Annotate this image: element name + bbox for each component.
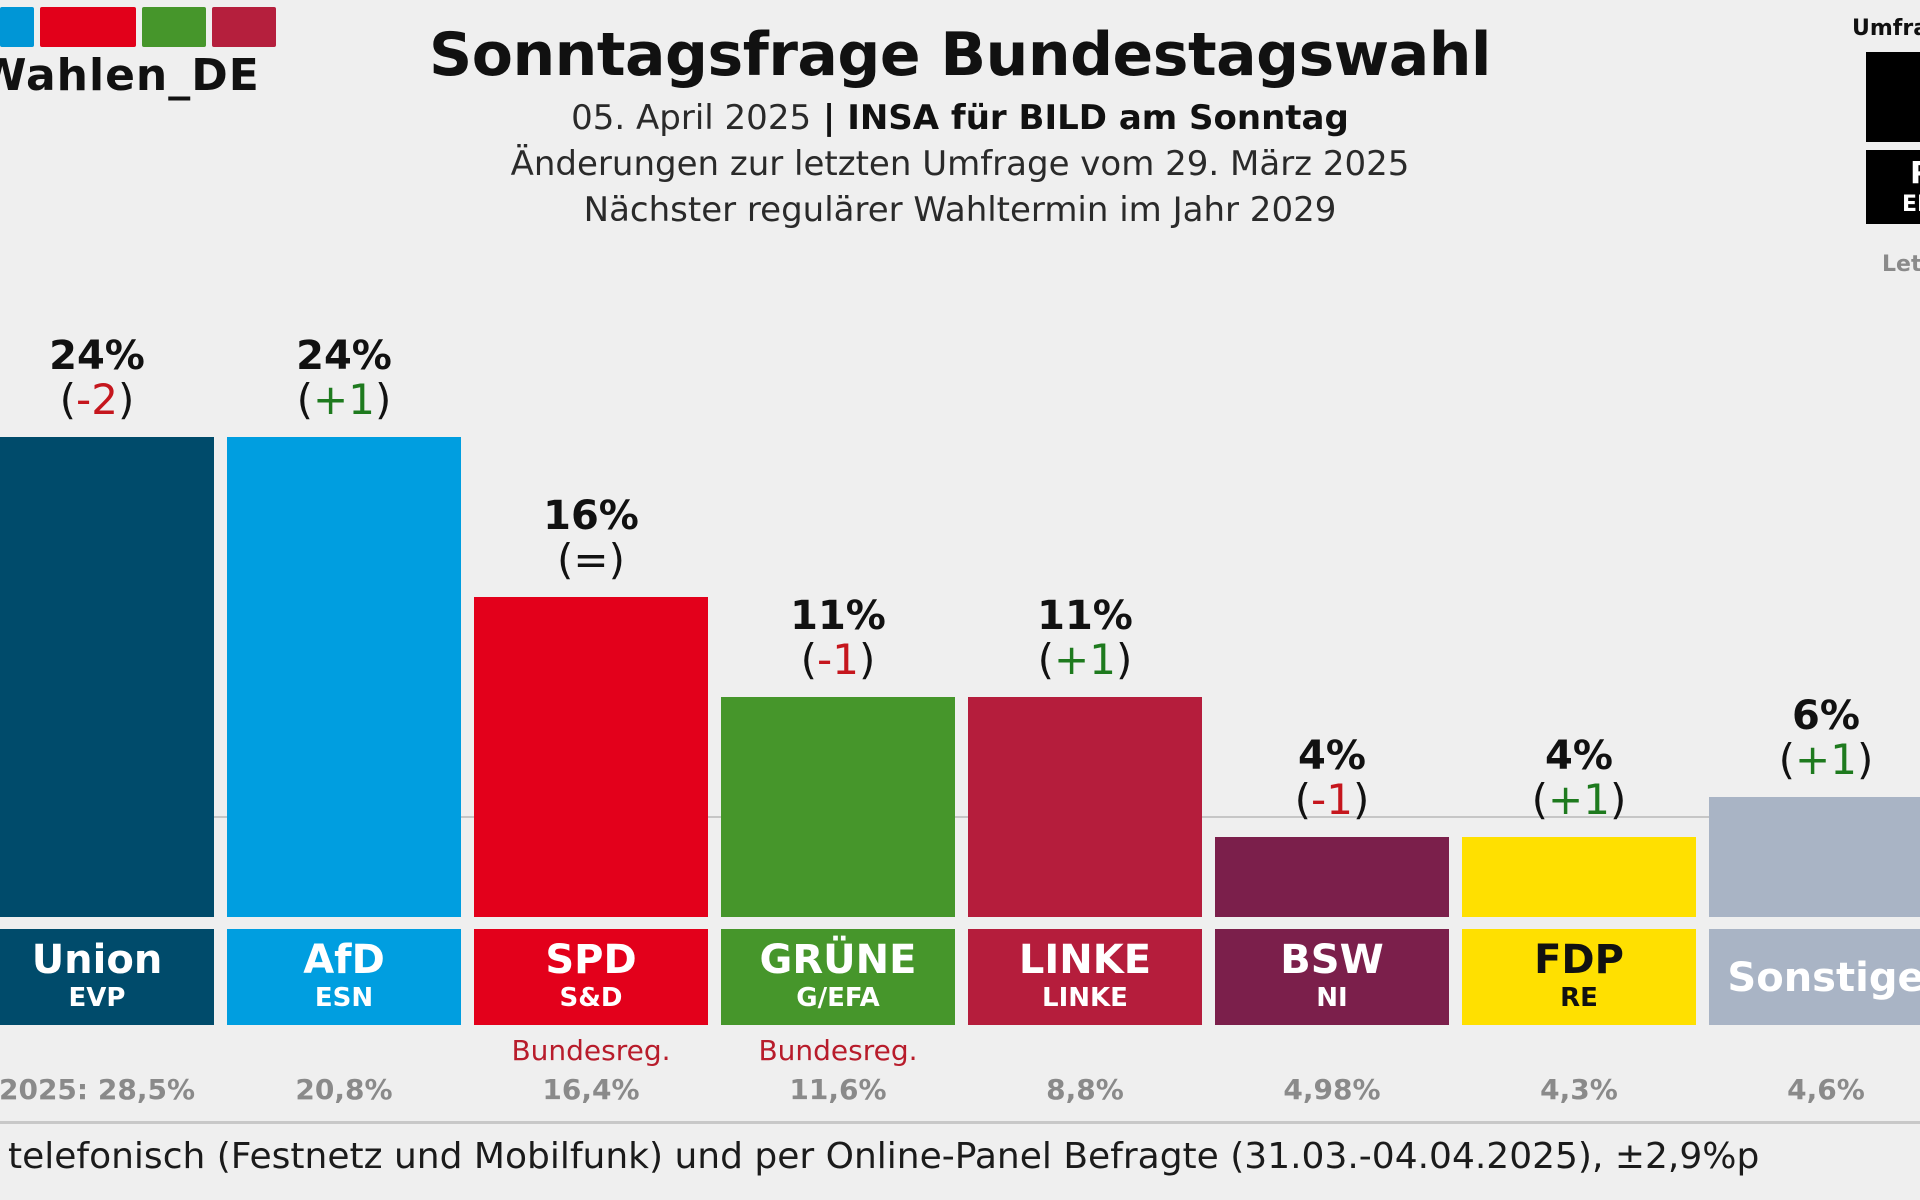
side-panel-block-info: Pa EP-Fr bbox=[1866, 150, 1920, 224]
logo-swatch bbox=[0, 7, 34, 47]
value-label-afd: 24% bbox=[296, 333, 392, 379]
previous-result-spd: 16,4% bbox=[542, 1073, 640, 1106]
side-panel-footer: Letzt bbox=[1882, 252, 1920, 277]
changes-note: Änderungen zur letzten Umfrage vom 29. M… bbox=[510, 144, 1410, 184]
change-label-bsw: (-1) bbox=[1294, 775, 1370, 824]
change-label-sonstige: (+1) bbox=[1778, 735, 1874, 784]
footer-divider bbox=[0, 1121, 1920, 1124]
subtitle-date-institute: 05. April 2025 | INSA für BILD am Sonnta… bbox=[0, 98, 1920, 138]
ep-group: LINKE bbox=[1042, 983, 1128, 1013]
change-value: = bbox=[573, 535, 609, 584]
previous-result-union: 2025: 28,5% bbox=[0, 1073, 195, 1106]
bar-spd bbox=[474, 597, 708, 917]
change-label-gruene: (-1) bbox=[800, 635, 876, 684]
party-label-bsw: BSW NI bbox=[1215, 929, 1449, 1025]
change-value: -2 bbox=[76, 375, 118, 424]
party-label-spd: SPD S&D bbox=[474, 929, 708, 1025]
bar-union bbox=[0, 437, 214, 917]
change-value: -1 bbox=[817, 635, 859, 684]
value-label-union: 24% bbox=[49, 333, 145, 379]
party-name: LINKE bbox=[1018, 937, 1152, 983]
party-label-union: Union EVP bbox=[0, 929, 214, 1025]
ep-group: G/EFA bbox=[796, 983, 880, 1013]
logo-color-strip bbox=[0, 7, 276, 47]
party-name: Union bbox=[31, 937, 163, 983]
bar-fdp bbox=[1462, 837, 1696, 917]
previous-result-afd: 20,8% bbox=[295, 1073, 393, 1106]
value-label-sonstige: 6% bbox=[1792, 693, 1860, 739]
change-label-union: (-2) bbox=[59, 375, 135, 424]
logo-swatch bbox=[142, 7, 206, 47]
institute: INSA für BILD am Sonntag bbox=[847, 98, 1349, 138]
logo-swatch bbox=[212, 7, 276, 47]
previous-result-fdp: 4,3% bbox=[1540, 1073, 1618, 1106]
change-value: +1 bbox=[313, 375, 375, 424]
ep-group: S&D bbox=[559, 983, 623, 1013]
side-panel-block-sub: EP-Fr bbox=[1902, 192, 1920, 217]
side-panel-block-title: Pa bbox=[1910, 156, 1920, 191]
ep-group: NI bbox=[1316, 983, 1348, 1013]
change-value: -1 bbox=[1311, 775, 1353, 824]
change-label-linke: (+1) bbox=[1037, 635, 1133, 684]
party-name: AfD bbox=[303, 937, 385, 983]
government-tag-gruene: Bundesreg. bbox=[758, 1034, 918, 1067]
government-tag-spd: Bundesreg. bbox=[511, 1034, 671, 1067]
change-value: +1 bbox=[1548, 775, 1610, 824]
value-label-bsw: 4% bbox=[1298, 733, 1366, 779]
ep-group: RE bbox=[1560, 983, 1598, 1013]
chart-title: Sonntagsfrage Bundestagswahl bbox=[429, 20, 1491, 90]
previous-result-linke: 8,8% bbox=[1046, 1073, 1124, 1106]
value-label-spd: 16% bbox=[543, 493, 639, 539]
logo-swatch bbox=[40, 7, 136, 47]
value-label-fdp: 4% bbox=[1545, 733, 1613, 779]
change-label-afd: (+1) bbox=[296, 375, 392, 424]
ep-group: EVP bbox=[68, 983, 126, 1013]
bar-sonstige bbox=[1709, 797, 1920, 917]
change-value: +1 bbox=[1054, 635, 1116, 684]
party-label-afd: AfD ESN bbox=[227, 929, 461, 1025]
change-label-spd: (=) bbox=[557, 535, 625, 584]
party-name: SPD bbox=[545, 937, 637, 983]
separator: | bbox=[811, 98, 848, 138]
bar-afd bbox=[227, 437, 461, 917]
previous-result-sonstige: 4,6% bbox=[1787, 1073, 1865, 1106]
poll-date: 05. April 2025 bbox=[571, 98, 812, 138]
bar-linke bbox=[968, 697, 1202, 917]
side-panel-label: Umfra bbox=[1852, 16, 1920, 41]
change-value: +1 bbox=[1795, 735, 1857, 784]
side-panel-block bbox=[1866, 52, 1920, 142]
bar-bsw bbox=[1215, 837, 1449, 917]
party-name: GRÜNE bbox=[759, 937, 917, 983]
previous-result-bsw: 4,98% bbox=[1283, 1073, 1381, 1106]
party-name: BSW bbox=[1280, 937, 1384, 983]
party-label-linke: LINKE LINKE bbox=[968, 929, 1202, 1025]
party-name: FDP bbox=[1534, 937, 1624, 983]
next-election-note: Nächster regulärer Wahltermin im Jahr 20… bbox=[583, 190, 1337, 230]
ep-group: ESN bbox=[314, 983, 374, 1013]
bar-gruene bbox=[721, 697, 955, 917]
previous-result-gruene: 11,6% bbox=[789, 1073, 887, 1106]
party-label-sonstige: Sonstige bbox=[1709, 929, 1920, 1025]
change-label-fdp: (+1) bbox=[1531, 775, 1627, 824]
party-label-fdp: FDP RE bbox=[1462, 929, 1696, 1025]
party-label-gruene: GRÜNE G/EFA bbox=[721, 929, 955, 1025]
party-name: Sonstige bbox=[1727, 955, 1920, 1001]
value-label-gruene: 11% bbox=[790, 593, 886, 639]
threshold-line bbox=[0, 816, 1920, 818]
methodology-note: telefonisch (Festnetz und Mobilfunk) und… bbox=[8, 1136, 1760, 1177]
value-label-linke: 11% bbox=[1037, 593, 1133, 639]
logo-text: Wahlen_DE bbox=[0, 50, 260, 101]
